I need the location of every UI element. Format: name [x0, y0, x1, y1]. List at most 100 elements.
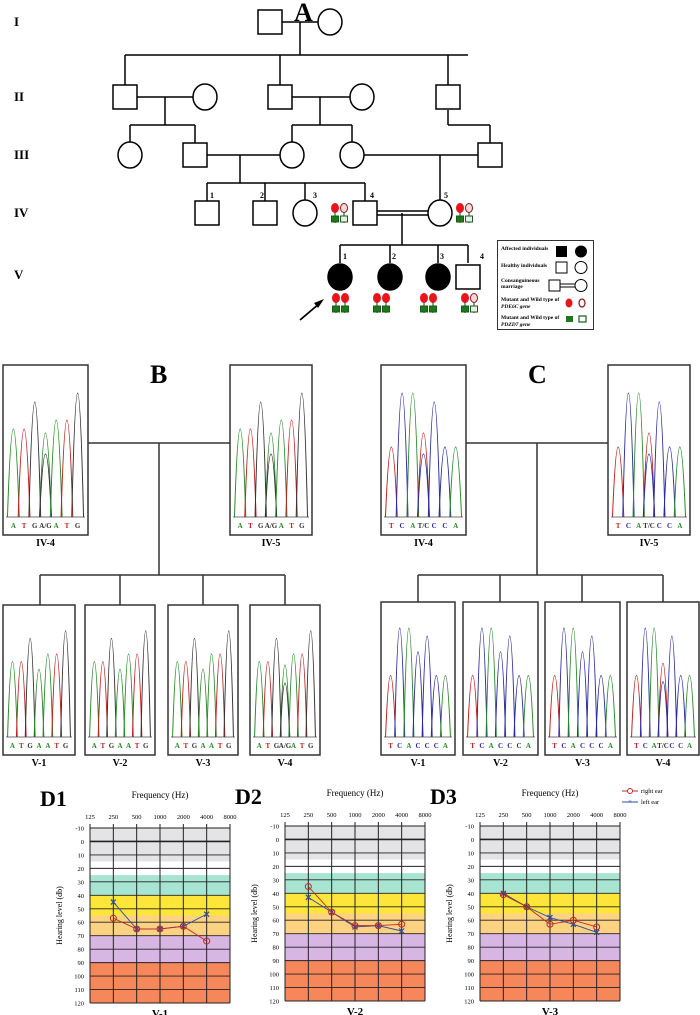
- base-call: T/C: [418, 522, 430, 530]
- right-ear-point: [523, 903, 531, 911]
- female: [349, 83, 375, 111]
- chromatogram-box: [380, 364, 467, 536]
- svg-text:×: ×: [628, 798, 632, 806]
- x-tick-label: 2000: [372, 812, 385, 819]
- base-call: A: [636, 522, 641, 530]
- pdzd7-allele-marker: [470, 305, 478, 313]
- pdzd7-allele-marker: [331, 215, 339, 223]
- x-tick-label: 250: [108, 814, 118, 821]
- base-call: A: [687, 742, 692, 750]
- chromatogram-peak: [657, 663, 669, 738]
- right-ear-point: [499, 891, 507, 899]
- x-axis-title: Frequency (Hz): [327, 788, 384, 798]
- audiogram-d3: D3 Frequency (Hz)125 250 500 1000 2000 4000 800…: [430, 784, 627, 1015]
- chromatogram-peak: [611, 446, 625, 518]
- y-tick-label: 20: [468, 864, 475, 871]
- y-tick-label: 80: [273, 945, 280, 952]
- base-call: C: [589, 742, 594, 750]
- y-tick-label: 100: [269, 972, 279, 979]
- y-tick-label: 120: [464, 999, 474, 1006]
- base-call: C: [561, 742, 566, 750]
- right-ear-line: [113, 917, 207, 942]
- sample-label: V-1: [31, 758, 47, 769]
- y-tick-label: -10: [465, 824, 474, 831]
- proband-arrow-head: [314, 299, 324, 308]
- y-tick-label: 30: [273, 877, 280, 884]
- chromatogram-peak: [60, 419, 74, 518]
- base-call: T/C: [657, 742, 669, 750]
- chart-label: D3: [430, 784, 457, 809]
- base-call: G: [143, 742, 149, 750]
- base-call: C: [415, 742, 420, 750]
- chromatogram-box: [249, 604, 321, 756]
- chromatogram-peak: [384, 446, 398, 518]
- chromatogram-box: [626, 601, 700, 756]
- chromatogram-peak: [642, 453, 656, 518]
- chromatogram-peak: [427, 401, 441, 518]
- base-call: T: [184, 742, 189, 750]
- base-call: A: [54, 522, 59, 530]
- pedigree: [112, 8, 503, 321]
- pde6c-allele-marker: [420, 293, 428, 303]
- chromatogram-peak: [223, 630, 234, 738]
- female: [292, 199, 318, 227]
- pdzd7-allele-marker: [465, 215, 473, 223]
- base-call: C: [580, 742, 585, 750]
- id-number: 3: [440, 252, 444, 261]
- id-number: 1: [343, 252, 347, 261]
- y-tick-label: 0: [81, 839, 84, 846]
- pde6c-allele-marker: [456, 203, 464, 213]
- y-tick-label: 50: [273, 904, 280, 911]
- right-ear-point: [133, 925, 141, 933]
- sample-label: IV-5: [261, 538, 281, 549]
- base-call: A: [291, 742, 296, 750]
- chromatogram-peak: [406, 392, 420, 518]
- x-tick-label: 4000: [590, 812, 603, 819]
- chromatogram-peak: [663, 446, 676, 518]
- female: [192, 83, 218, 111]
- chromatogram-peak: [106, 638, 117, 738]
- base-call: C: [400, 522, 405, 530]
- male: [112, 84, 138, 110]
- chromatogram-peak: [288, 653, 299, 738]
- x-tick-label: 500: [327, 812, 337, 819]
- chromatogram-peak: [275, 419, 288, 518]
- chromatogram-peak: [254, 661, 265, 738]
- chromatogram-peak: [206, 653, 217, 738]
- y-tick-label: 120: [269, 999, 279, 1006]
- base-call: A: [257, 742, 262, 750]
- base-call: A: [410, 522, 415, 530]
- chromatogram-peak: [417, 432, 430, 518]
- base-call: C: [517, 742, 522, 750]
- sample-label: V-3: [575, 758, 590, 769]
- pde6c-allele-marker: [340, 203, 348, 213]
- id-number: 5: [444, 191, 448, 200]
- base-call: G: [75, 522, 81, 530]
- chromatogram-peak: [180, 661, 192, 738]
- right-ear-point: [328, 908, 336, 916]
- y-tick-label: 10: [273, 850, 280, 857]
- chart-label: D2: [235, 784, 262, 809]
- chromatogram-peak: [39, 432, 52, 518]
- base-call: A: [209, 742, 214, 750]
- base-call: T: [19, 742, 24, 750]
- x-tick-label: 2000: [177, 814, 190, 821]
- y-tick-label: 120: [74, 1001, 84, 1008]
- base-call: A: [200, 742, 205, 750]
- y-tick-label: 40: [468, 891, 475, 898]
- chromatogram-peak: [305, 630, 316, 738]
- female: [339, 141, 365, 169]
- right-ear-point: [156, 925, 164, 933]
- male: [477, 142, 503, 168]
- sample-label: IV-5: [639, 538, 659, 549]
- chromatogram-peak: [438, 446, 452, 518]
- x-tick-label: 250: [498, 812, 508, 819]
- y-tick-label: 70: [273, 931, 280, 938]
- pdzd7-allele-marker: [456, 215, 464, 223]
- id-number: 4: [370, 191, 374, 200]
- chromatogram-peak: [595, 675, 607, 738]
- base-call: C: [432, 522, 437, 530]
- chromatogram-peak: [51, 653, 63, 738]
- chromatogram-peak: [439, 675, 451, 738]
- base-call: A: [608, 742, 613, 750]
